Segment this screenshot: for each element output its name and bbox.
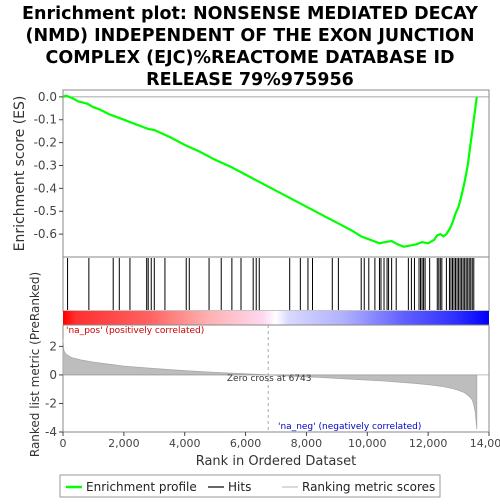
es-ytick-label: -0.4 [34,181,57,195]
chart-title-line: RELEASE 79%975956 [146,70,354,90]
xtick-label: 2,000 [108,437,140,450]
legend-label: Ranking metric scores [302,480,435,494]
legend-label: Enrichment profile [86,480,197,494]
zero-cross-label: Zero cross at 6743 [227,374,312,384]
legend-label: Hits [228,480,251,494]
metric-ytick-label: -4 [45,425,57,439]
metric-ytick-label: 0 [49,368,57,382]
xtick-label: 6,000 [230,437,262,450]
es-panel-frame [62,89,490,258]
metric-ylabel: Ranked list metric (PreRanked) [28,272,42,457]
x-axis-label: Rank in Ordered Dataset [196,454,357,469]
xtick-label: 14,000 [470,437,500,450]
es-ytick-label: -0.1 [34,113,57,127]
enrichment-profile-line [62,94,478,248]
metric-ytick-label: -2 [45,396,57,410]
positive-correlation-label: 'na_pos' (positively correlated) [66,326,204,336]
xtick-label: 0 [60,437,67,450]
xtick-label: 10,000 [348,437,387,450]
chart-title-line: Enrichment plot: NONSENSE MEDIATED DECAY [22,4,478,24]
ranking-metric-area [62,339,478,430]
xtick-label: 8,000 [291,437,323,450]
es-ytick-label: -0.5 [34,204,57,218]
ranked-list-heatmap [63,311,489,325]
negative-correlation-label: 'na_neg' (negatively correlated) [278,422,421,432]
es-ytick-label: -0.2 [34,136,57,150]
chart-title-line: (NMD) INDEPENDENT OF THE EXON JUNCTION [25,26,474,46]
hits-panel-frame [62,256,490,312]
metric-ytick-label: 2 [49,339,57,353]
chart-title-line: COMPLEX (EJC)%REACTOME DATABASE ID [46,48,455,68]
es-ylabel: Enrichment score (ES) [12,96,28,252]
es-ytick-label: -0.6 [34,227,57,241]
es-ytick-label: -0.3 [34,158,57,172]
legend-box [59,474,441,498]
xtick-label: 12,000 [409,437,448,450]
es-ytick-label: 0.0 [38,90,57,104]
xtick-label: 4,000 [169,437,201,450]
